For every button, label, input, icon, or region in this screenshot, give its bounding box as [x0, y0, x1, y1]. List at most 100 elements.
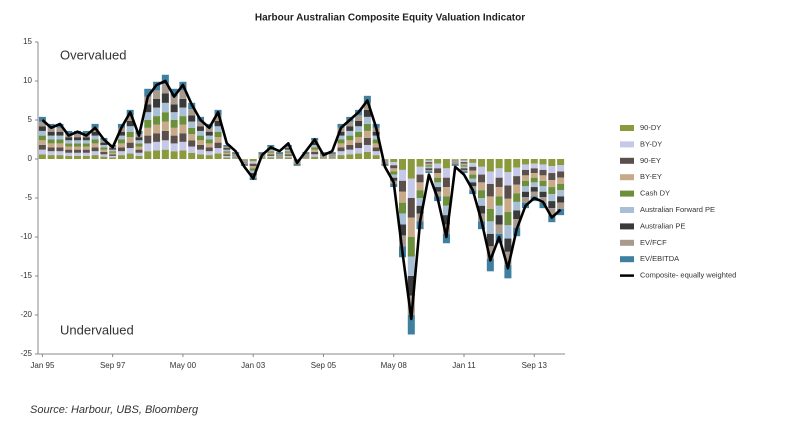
bar-segment [47, 155, 55, 159]
bar-segment [381, 159, 389, 160]
bar-segment [91, 131, 99, 136]
bar-segment [469, 182, 477, 187]
bar-segment [521, 191, 529, 198]
bar-segment [293, 159, 301, 160]
bar-segment [548, 173, 556, 181]
bar-segment [337, 135, 345, 140]
bar-segment [117, 135, 125, 140]
bar-segment [232, 156, 240, 158]
x-tick-label: Jan 03 [241, 361, 266, 370]
bar-segment [486, 183, 494, 197]
bar-segment [144, 143, 152, 152]
bar-segment [530, 159, 538, 164]
bar-segment [530, 168, 538, 174]
bar-segment [109, 154, 117, 156]
bar-segment [223, 152, 231, 155]
bar-segment [144, 104, 152, 113]
x-tick-label: Jan 95 [30, 361, 55, 370]
bar-segment [557, 171, 565, 178]
bar-segment [355, 131, 363, 138]
bar-segment [284, 148, 292, 150]
bar-segment [311, 151, 319, 155]
bar-segment [135, 143, 143, 147]
bar-segment [416, 182, 424, 191]
y-tick-label: -10 [20, 232, 32, 241]
bar-segment [355, 126, 363, 132]
bar-segment [100, 149, 108, 152]
bar-segment [460, 166, 468, 169]
bar-segment [513, 176, 521, 185]
bar-segment [442, 168, 450, 178]
bar-segment [82, 140, 90, 144]
bar-segment [276, 155, 284, 157]
bar-segment [214, 148, 222, 154]
bar-segment [390, 168, 398, 172]
bar-segment [232, 154, 240, 156]
bar-segment [302, 155, 310, 156]
legend-label: Cash DY [640, 189, 670, 198]
bar-segment [276, 156, 284, 158]
bar-segment [47, 143, 55, 148]
bar-segment [170, 120, 178, 128]
bar-segment [82, 152, 90, 156]
bar-segment [74, 146, 82, 150]
bar-segment [144, 127, 152, 136]
bar-segment [355, 115, 363, 121]
bar-segment [56, 135, 64, 140]
bar-segment [337, 143, 345, 148]
bar-segment [249, 168, 257, 171]
bar-segment [249, 161, 257, 164]
bar-segment [478, 159, 486, 167]
bar-segment [539, 175, 547, 181]
bar-segment [109, 157, 117, 159]
bar-segment [38, 154, 46, 159]
bar-segment [205, 143, 213, 148]
bar-segment [434, 182, 442, 188]
bar-segment [390, 162, 398, 166]
bar-segment [91, 123, 99, 128]
y-tick-label: 10 [23, 76, 32, 85]
legend-label: 90-EY [640, 156, 661, 165]
legend-swatch [620, 207, 634, 213]
bar-segment [196, 126, 205, 131]
bar-segment [188, 152, 196, 159]
bar-segment [153, 90, 161, 99]
bar-segment [425, 160, 433, 163]
bar-segment [223, 154, 231, 156]
bar-segment [363, 137, 371, 145]
bar-segment [539, 191, 547, 198]
bar-segment [425, 159, 433, 161]
bar-segment [416, 159, 424, 167]
bar-segment [170, 88, 178, 97]
bar-segment [91, 151, 99, 156]
bar-segment [117, 155, 125, 159]
bar-segment [311, 149, 319, 152]
bar-segment [153, 150, 161, 159]
bar-segment [205, 135, 213, 140]
bar-segment [188, 109, 196, 116]
bar-segment [170, 112, 178, 120]
bar-segment [82, 146, 90, 150]
bar-segment [276, 152, 284, 154]
bar-segment [557, 202, 565, 209]
bar-segment [434, 168, 442, 174]
bar-segment [65, 146, 73, 150]
bar-segment [521, 169, 529, 176]
bar-segment [117, 151, 125, 156]
bar-segment [179, 141, 187, 151]
bar-segment [179, 133, 187, 142]
bar-segment [504, 185, 512, 199]
bar-segment [469, 159, 477, 163]
bar-segment [495, 196, 503, 206]
bar-segment [223, 149, 231, 152]
bar-segment [451, 163, 459, 165]
bar-segment [100, 151, 108, 155]
bar-segment [47, 131, 55, 136]
bar-segment [486, 208, 494, 222]
bar-segment [56, 151, 64, 156]
bar-segment [232, 155, 240, 156]
bar-segment [74, 143, 82, 147]
bar-segment [407, 178, 415, 198]
bar-segment [390, 171, 398, 175]
source-note: Source: Harbour, UBS, Bloomberg [30, 404, 199, 416]
